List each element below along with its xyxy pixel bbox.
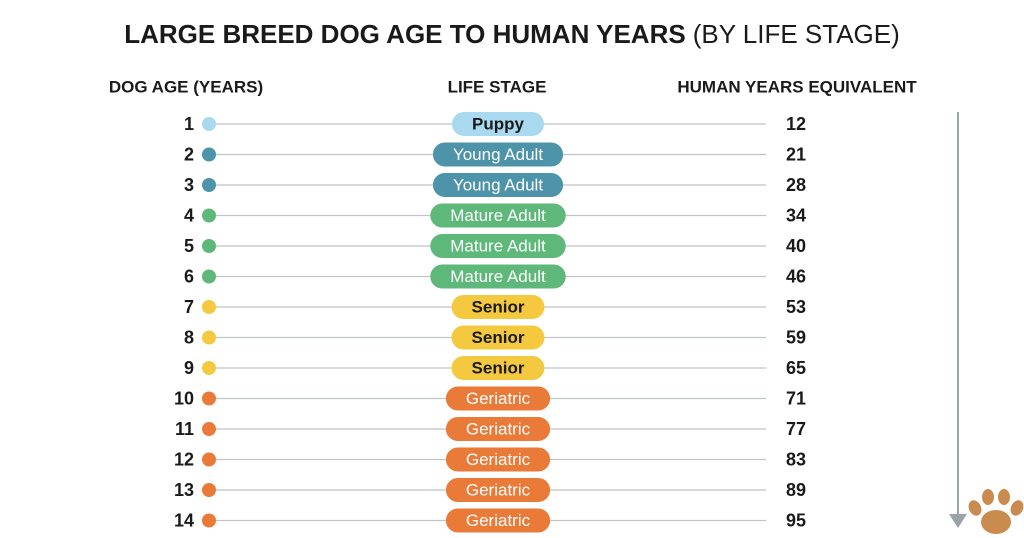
dog-age: 3 — [184, 175, 194, 195]
life-stage: Puppy — [472, 114, 524, 133]
number-bg — [776, 143, 816, 166]
number-bg — [776, 387, 816, 410]
life-stage: Mature Adult — [450, 236, 546, 255]
life-stage: Senior — [472, 328, 525, 347]
column-header: DOG AGE (YEARS) — [109, 77, 263, 96]
stage-pill — [445, 508, 551, 533]
dog-age: 14 — [174, 510, 194, 530]
stage-pill — [445, 386, 551, 411]
column-header: HUMAN YEARS EQUIVALENT — [677, 77, 917, 96]
human-years: 34 — [786, 205, 806, 225]
stage-dot — [202, 239, 216, 253]
stage-pill — [445, 417, 551, 441]
dog-age: 2 — [184, 144, 194, 164]
stage-dot — [202, 300, 216, 314]
dog-age: 6 — [184, 266, 194, 286]
human-years: 65 — [786, 358, 806, 378]
life-stage: Young Adult — [453, 145, 543, 164]
life-stage: Mature Adult — [450, 206, 546, 225]
stage-pill — [451, 325, 545, 350]
stage-pill — [451, 356, 545, 380]
life-stage: Mature Adult — [450, 267, 546, 286]
dog-age: 12 — [174, 449, 194, 469]
human-years: 77 — [786, 419, 806, 439]
number-bg — [776, 265, 816, 288]
human-years: 12 — [786, 114, 806, 134]
dog-age: 5 — [184, 236, 194, 256]
life-stage: Geriatric — [466, 511, 531, 530]
stage-pill — [445, 447, 551, 472]
stage-dot — [202, 178, 216, 192]
life-stage: Senior — [472, 358, 525, 377]
title: LARGE BREED DOG AGE TO HUMAN YEARS (BY LI… — [124, 19, 900, 49]
number-bg — [776, 235, 816, 257]
stage-dot — [202, 513, 216, 528]
human-years: 95 — [786, 510, 806, 530]
stage-pill — [430, 234, 566, 258]
dog-age: 1 — [184, 114, 194, 134]
human-years: 89 — [786, 480, 806, 500]
stage-dot — [202, 361, 216, 375]
stage-pill — [432, 142, 564, 167]
rows: 1 Puppy 12 2 Young Adult 21 3 Young Adult 28 4 Mat… — [174, 112, 816, 533]
stage-dot — [202, 269, 216, 284]
stage-pill — [445, 478, 551, 502]
dog-age: 10 — [174, 388, 194, 408]
life-stage: Young Adult — [453, 175, 543, 194]
human-years: 46 — [786, 266, 806, 286]
number-bg — [776, 296, 816, 318]
life-stage: Geriatric — [466, 389, 531, 408]
human-years: 53 — [786, 297, 806, 317]
stage-dot — [202, 208, 216, 223]
stage-dot — [202, 147, 216, 162]
number-bg — [776, 326, 816, 349]
stage-pill — [430, 264, 566, 289]
number-bg — [776, 479, 816, 501]
dog-age: 11 — [175, 419, 194, 439]
life-stage: Senior — [472, 297, 525, 316]
number-bg — [776, 448, 816, 471]
paw-icon — [968, 489, 1024, 534]
dog-age: 7 — [184, 297, 194, 317]
human-years: 71 — [786, 388, 806, 408]
title-bold: LARGE BREED DOG AGE TO HUMAN YEARS — [124, 19, 685, 49]
dog-age: 8 — [184, 327, 194, 347]
human-years: 59 — [786, 327, 806, 347]
number-bg — [776, 113, 816, 135]
number-bg — [776, 418, 816, 440]
human-years: 40 — [786, 236, 806, 256]
stage-dot — [202, 330, 216, 345]
human-years: 28 — [786, 175, 806, 195]
arrow-head — [949, 514, 967, 528]
human-years: 21 — [786, 144, 806, 164]
number-bg — [776, 509, 816, 532]
dog-age: 4 — [184, 205, 194, 225]
stage-pill — [451, 295, 545, 319]
number-bg — [776, 204, 816, 227]
dog-age: 13 — [174, 480, 194, 500]
column-header: LIFE STAGE — [448, 77, 547, 96]
stage-dot — [202, 452, 216, 467]
number-bg — [776, 174, 816, 196]
number-bg — [776, 357, 816, 379]
stage-pill — [452, 112, 544, 136]
life-stage: Geriatric — [466, 419, 531, 438]
stage-dot — [202, 483, 216, 497]
stage-dot — [202, 391, 216, 406]
dog-age: 9 — [184, 358, 194, 378]
stage-pill — [432, 173, 564, 197]
stage-dot — [202, 422, 216, 436]
stage-dot — [202, 117, 216, 131]
life-stage: Geriatric — [466, 450, 531, 469]
stage-pill — [430, 203, 566, 228]
life-stage: Geriatric — [466, 480, 531, 499]
title-light: (BY LIFE STAGE) — [693, 19, 900, 49]
human-years: 83 — [786, 449, 806, 469]
